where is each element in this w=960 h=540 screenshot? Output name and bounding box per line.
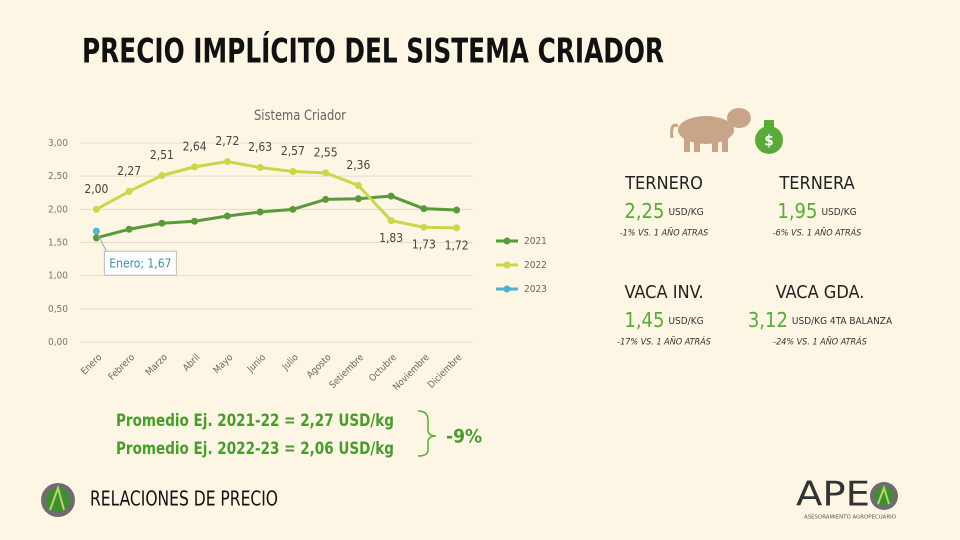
data-label: 2,36 bbox=[346, 158, 370, 172]
svg-text:$: $ bbox=[764, 132, 773, 150]
card-name: VACA GDA. bbox=[776, 282, 865, 303]
data-point bbox=[289, 205, 297, 213]
data-label: 2,51 bbox=[150, 148, 174, 162]
data-label: 1,73 bbox=[412, 238, 436, 252]
footer-icon bbox=[41, 483, 75, 517]
series-line bbox=[95, 194, 457, 240]
data-point bbox=[158, 172, 166, 180]
average-line: Promedio Ej. 2022-23 = 2,06 USD/kg bbox=[116, 439, 394, 459]
data-point bbox=[158, 219, 166, 227]
data-label: 2,64 bbox=[183, 139, 207, 153]
footer-label: RELACIONES DE PRECIO bbox=[90, 487, 278, 511]
slide-title: PRECIO IMPLÍCITO DEL SISTEMA CRIADOR bbox=[82, 31, 664, 72]
data-label: 1,72 bbox=[445, 238, 469, 252]
legend-swatch-dot bbox=[503, 285, 511, 293]
card-name: VACA INV. bbox=[625, 282, 704, 303]
data-label: 2,00 bbox=[84, 182, 108, 196]
y-tick-label: 0,00 bbox=[48, 337, 68, 348]
data-point bbox=[420, 223, 428, 231]
data-point bbox=[223, 158, 231, 166]
logo-tagline: ASESORAMIENTO AGROPECUARIO bbox=[804, 515, 897, 521]
data-point bbox=[453, 206, 461, 214]
card-value: 1,45 bbox=[624, 308, 664, 332]
bracket bbox=[417, 410, 437, 457]
card-name: TERNERA bbox=[778, 173, 854, 194]
y-tick-label: 0,50 bbox=[48, 304, 68, 315]
y-tick-label: 1,50 bbox=[48, 238, 68, 249]
data-label: 2,55 bbox=[314, 145, 338, 159]
card-unit: USD/KG 4TA BALANZA bbox=[792, 316, 893, 327]
data-label: 2,27 bbox=[117, 164, 141, 178]
data-point bbox=[125, 187, 133, 195]
legend-swatch-dot bbox=[503, 261, 511, 269]
card-unit: USD/KG bbox=[821, 207, 856, 218]
legend-swatch-dot bbox=[503, 237, 511, 245]
card-value: 1,95 bbox=[777, 199, 817, 223]
y-tick-label: 1,00 bbox=[48, 271, 68, 282]
y-tick-label: 3,00 bbox=[48, 138, 68, 149]
legend-label: 2023 bbox=[524, 284, 547, 295]
card-note: -1% VS. 1 AÑO ATRAS bbox=[620, 228, 709, 239]
data-point bbox=[322, 169, 330, 177]
card-unit: USD/KG bbox=[668, 316, 703, 327]
data-point bbox=[387, 217, 395, 225]
card-note: -24% VS. 1 AÑO ATRÁS bbox=[773, 336, 867, 348]
y-tick-label: 2,00 bbox=[48, 204, 68, 215]
legend-label: 2021 bbox=[524, 236, 547, 247]
data-label: 2,72 bbox=[215, 134, 239, 148]
card-value: 3,12 bbox=[748, 308, 788, 332]
data-point bbox=[420, 205, 428, 213]
card-note: -6% VS. 1 AÑO ATRÁS bbox=[773, 227, 862, 239]
card-unit: USD/KG bbox=[668, 207, 703, 218]
card-name: TERNERO bbox=[624, 173, 703, 194]
data-point bbox=[453, 224, 461, 232]
card-value-line: 2,25 USD/KG bbox=[624, 199, 703, 223]
data-point bbox=[354, 181, 362, 189]
data-point bbox=[256, 164, 264, 172]
card-value-line: 1,45 USD/KG bbox=[624, 308, 703, 332]
data-point bbox=[223, 212, 231, 220]
change: -9% bbox=[446, 426, 482, 448]
card-value-line: 3,12 USD/KG 4TA BALANZA bbox=[748, 308, 893, 332]
data-label: 1,83 bbox=[379, 231, 403, 245]
data-point bbox=[387, 192, 395, 200]
ape-logo-icon bbox=[870, 482, 898, 510]
annotation-box bbox=[103, 250, 177, 276]
data-point bbox=[92, 205, 100, 213]
legend-label: 2022 bbox=[524, 260, 547, 271]
chart-title: Sistema Criador bbox=[254, 108, 347, 124]
money-icon: $ bbox=[755, 120, 783, 154]
annotation: Enero; 1,67 bbox=[109, 257, 171, 271]
cow-icon bbox=[670, 108, 751, 152]
y-tick-label: 2,50 bbox=[48, 171, 68, 182]
logo-name: APE bbox=[796, 475, 870, 515]
data-label: 2,63 bbox=[248, 140, 272, 154]
data-point bbox=[289, 168, 297, 176]
data-point bbox=[256, 208, 264, 216]
card-note: -17% VS. 1 AÑO ATRÁS bbox=[617, 336, 711, 348]
card-value-line: 1,95 USD/KG bbox=[777, 199, 856, 223]
data-point bbox=[191, 163, 199, 171]
data-point bbox=[322, 195, 330, 203]
data-point bbox=[125, 225, 133, 233]
series-line bbox=[95, 160, 457, 230]
average-line: Promedio Ej. 2021-22 = 2,27 USD/kg bbox=[116, 411, 394, 431]
data-point bbox=[92, 234, 100, 242]
data-point bbox=[354, 195, 362, 203]
card-value: 2,25 bbox=[624, 199, 664, 223]
data-point bbox=[191, 217, 199, 225]
data-label: 2,57 bbox=[281, 144, 305, 158]
annotation-leader bbox=[95, 230, 107, 252]
